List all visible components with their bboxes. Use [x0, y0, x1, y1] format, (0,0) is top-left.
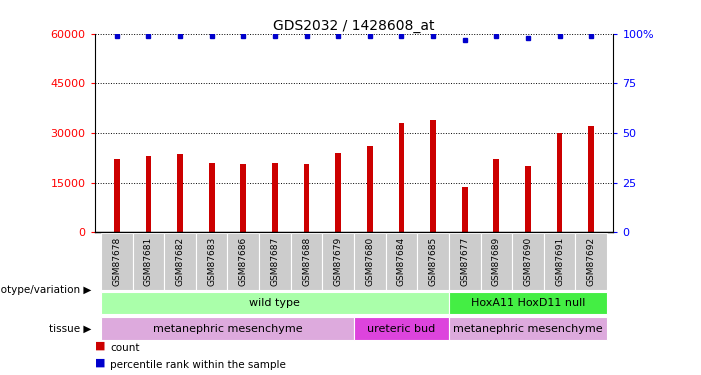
Bar — [525, 166, 531, 232]
Bar — [367, 146, 373, 232]
Bar — [209, 163, 215, 232]
Bar — [322, 233, 354, 290]
Bar — [164, 233, 196, 290]
Bar — [132, 233, 164, 290]
Bar — [588, 126, 594, 232]
Text: GSM87678: GSM87678 — [112, 237, 121, 286]
Text: metanephric mesenchyme: metanephric mesenchyme — [453, 324, 603, 333]
Bar — [557, 133, 562, 232]
Bar — [544, 233, 576, 290]
Bar — [449, 291, 607, 315]
Bar — [462, 188, 468, 232]
Bar — [399, 123, 404, 232]
Text: ■: ■ — [95, 358, 105, 368]
Text: GSM87691: GSM87691 — [555, 237, 564, 286]
Bar — [512, 233, 544, 290]
Text: GSM87687: GSM87687 — [271, 237, 280, 286]
Text: GSM87688: GSM87688 — [302, 237, 311, 286]
Bar — [177, 154, 183, 232]
Bar — [494, 159, 499, 232]
Bar — [272, 163, 278, 232]
Text: ■: ■ — [95, 341, 105, 351]
Text: GSM87683: GSM87683 — [207, 237, 216, 286]
Text: GSM87690: GSM87690 — [524, 237, 533, 286]
Bar — [101, 291, 449, 315]
Text: percentile rank within the sample: percentile rank within the sample — [110, 360, 286, 369]
Text: HoxA11 HoxD11 null: HoxA11 HoxD11 null — [471, 298, 585, 308]
Text: ureteric bud: ureteric bud — [367, 324, 435, 333]
Text: genotype/variation ▶: genotype/variation ▶ — [0, 285, 91, 295]
Bar — [354, 233, 386, 290]
Text: GSM87685: GSM87685 — [428, 237, 437, 286]
Text: wild type: wild type — [250, 298, 300, 308]
Text: GSM87680: GSM87680 — [365, 237, 374, 286]
Text: count: count — [110, 343, 139, 352]
Bar — [304, 164, 309, 232]
Bar — [114, 159, 120, 232]
Text: metanephric mesenchyme: metanephric mesenchyme — [153, 324, 302, 333]
Bar — [335, 153, 341, 232]
Text: GSM87686: GSM87686 — [239, 237, 247, 286]
Bar — [354, 317, 449, 340]
Text: GSM87681: GSM87681 — [144, 237, 153, 286]
Bar — [449, 233, 480, 290]
Bar — [576, 233, 607, 290]
Bar — [259, 233, 291, 290]
Text: GSM87684: GSM87684 — [397, 237, 406, 286]
Bar — [196, 233, 228, 290]
Bar — [417, 233, 449, 290]
Bar — [430, 120, 436, 232]
Text: GSM87682: GSM87682 — [175, 237, 184, 286]
Bar — [101, 317, 354, 340]
Bar — [480, 233, 512, 290]
Text: GSM87689: GSM87689 — [492, 237, 501, 286]
Text: tissue ▶: tissue ▶ — [49, 324, 91, 333]
Text: GSM87677: GSM87677 — [461, 237, 469, 286]
Bar — [146, 156, 151, 232]
Bar — [449, 317, 607, 340]
Bar — [228, 233, 259, 290]
Bar — [386, 233, 417, 290]
Bar — [101, 233, 132, 290]
Bar — [240, 164, 246, 232]
Text: GSM87692: GSM87692 — [587, 237, 596, 286]
Bar — [291, 233, 322, 290]
Title: GDS2032 / 1428608_at: GDS2032 / 1428608_at — [273, 19, 435, 33]
Text: GSM87679: GSM87679 — [334, 237, 343, 286]
